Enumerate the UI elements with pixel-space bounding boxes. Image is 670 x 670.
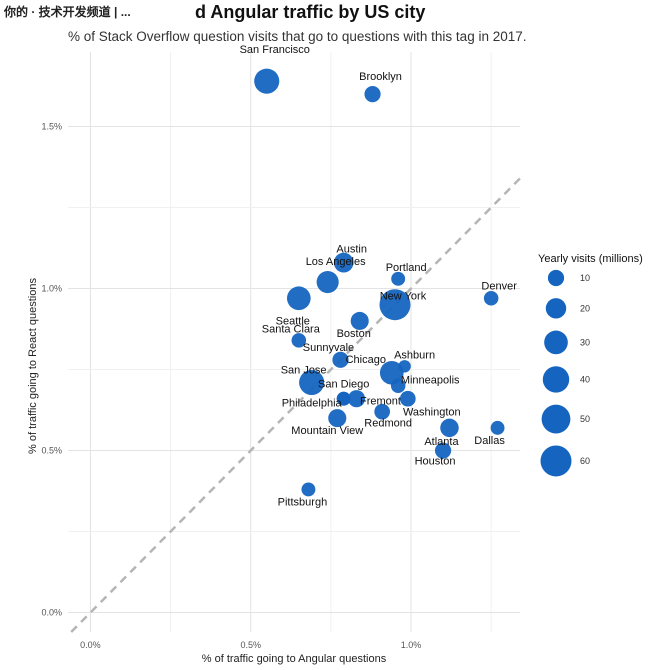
point-label: Sunnyvale	[303, 342, 354, 354]
point-label: Portland	[386, 262, 427, 274]
data-point	[364, 86, 381, 103]
point-label: Mountain View	[291, 425, 363, 437]
data-point	[398, 360, 411, 373]
y-tick-label: 1.0%	[41, 284, 62, 294]
point-label: Fremont	[360, 396, 401, 408]
legend-title: Yearly visits (millions)	[538, 253, 643, 265]
legend-size-label: 60	[580, 456, 590, 466]
point-label: Atlanta	[424, 436, 459, 448]
data-point	[434, 442, 452, 459]
point-label: Pittsburgh	[278, 496, 328, 508]
x-axis-label: % of traffic going to Angular questions	[202, 653, 387, 665]
legend-size-label: 30	[580, 337, 590, 347]
x-tick-label: 0.0%	[80, 640, 101, 650]
legend-size-circle	[542, 366, 570, 393]
data-point	[440, 418, 459, 438]
y-tick-label: 1.5%	[41, 122, 62, 132]
point-label: Chicago	[346, 354, 386, 366]
legend-size-circle	[544, 330, 568, 355]
legend-size-label: 40	[580, 374, 590, 384]
point-label: Brooklyn	[359, 71, 402, 83]
data-point	[483, 290, 499, 306]
point-label: Seattle	[276, 315, 310, 327]
point-label: Los Angeles	[306, 256, 366, 268]
legend-size-label: 10	[580, 273, 590, 283]
data-point	[299, 369, 325, 396]
point-label: Philadelphia	[282, 398, 343, 410]
x-tick-label: 0.5%	[240, 640, 261, 650]
point-label: Washington	[403, 407, 461, 419]
size-legend: Yearly visits (millions) 10 20 30 40 50 60	[538, 253, 643, 477]
data-point	[347, 390, 366, 408]
legend-size-label: 50	[580, 414, 590, 424]
y-axis-ticks: 0.0% 0.5% 1.0% 1.5%	[41, 122, 62, 618]
point-label: New York	[380, 291, 427, 303]
point-label: San Jose	[281, 365, 327, 377]
data-points	[254, 68, 505, 497]
y-tick-label: 0.0%	[41, 608, 62, 618]
x-tick-label: 1.0%	[401, 640, 422, 650]
data-point	[254, 68, 280, 94]
data-point	[350, 311, 369, 330]
data-point	[291, 333, 307, 348]
legend-size-circle	[545, 298, 567, 319]
data-point	[379, 289, 411, 321]
legend-size-circle	[547, 269, 565, 287]
data-point	[336, 391, 351, 406]
point-label: Minneapolis	[401, 375, 460, 387]
y-axis-label: % of traffic going to React questions	[27, 278, 39, 454]
data-point	[332, 351, 349, 368]
point-label: Dallas	[474, 435, 505, 447]
chart-title: React and Angular traffic by US city	[120, 2, 426, 22]
point-label: Austin	[336, 244, 367, 256]
data-point	[286, 286, 311, 311]
point-label: Redmond	[364, 418, 412, 430]
legend-size-circle	[540, 445, 572, 477]
data-point	[328, 409, 347, 428]
point-label: Santa Clara	[262, 323, 321, 335]
data-point	[316, 270, 339, 294]
point-label: Houston	[415, 456, 456, 468]
legend-size-circle	[541, 404, 571, 434]
x-axis-ticks: 0.0% 0.5% 1.0%	[80, 640, 421, 650]
watermark-text: 你的 · 技术开发频道 | ...	[0, 0, 194, 24]
grid-lines	[68, 52, 520, 632]
data-point	[490, 420, 505, 435]
point-label: Boston	[337, 328, 371, 340]
data-point	[374, 403, 390, 420]
data-point	[301, 482, 316, 497]
legend-size-label: 20	[580, 303, 590, 313]
data-point	[391, 271, 406, 286]
y-tick-label: 0.5%	[41, 446, 62, 456]
chart-subtitle: % of Stack Overflow question visits that…	[68, 29, 527, 44]
point-label: Denver	[481, 280, 517, 292]
point-labels: San Francisco Brooklyn Austin Portland Los A…	[240, 44, 518, 508]
data-point	[399, 390, 416, 407]
point-label: Ashburn	[394, 349, 435, 361]
data-point	[333, 252, 354, 273]
point-label: San Francisco	[240, 44, 310, 56]
point-label: San Diego	[318, 379, 369, 391]
data-point	[390, 378, 406, 394]
